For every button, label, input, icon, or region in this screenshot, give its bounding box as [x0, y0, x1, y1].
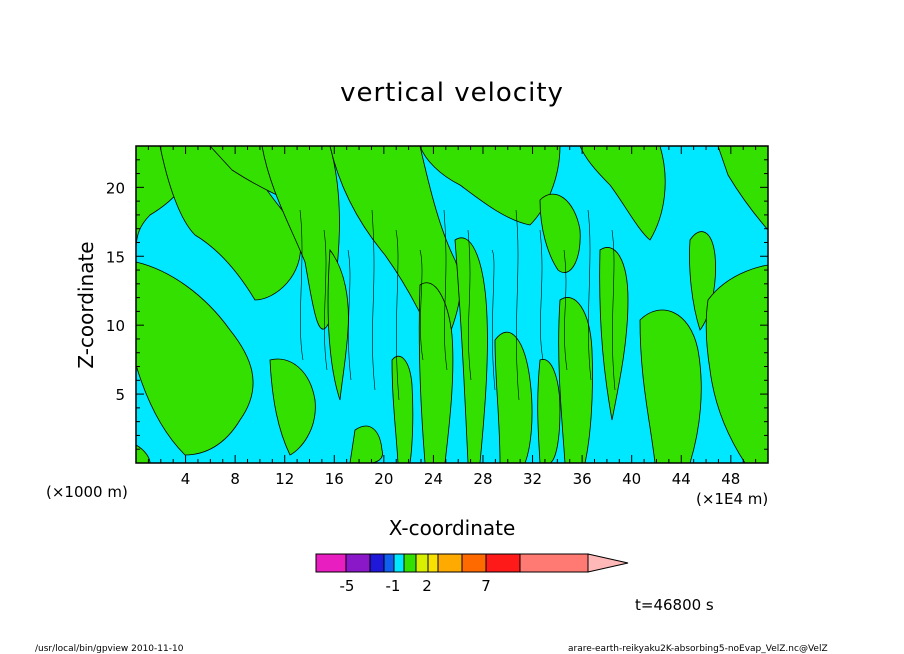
contour-line [539, 229, 544, 361]
contour-line [299, 209, 304, 361]
x-tick-label: 24 [424, 470, 443, 488]
colorbar-swatch [315, 553, 347, 573]
contour-region [327, 248, 349, 401]
contour-line [467, 229, 472, 381]
x-tick-label: 12 [275, 470, 294, 488]
colorbar-tick-label: 2 [422, 577, 432, 595]
contour-line [515, 209, 520, 401]
colorbar-swatch [519, 553, 589, 573]
time-label: t=46800 s [635, 596, 714, 614]
contour-region [419, 145, 561, 226]
colorbar-swatch [403, 553, 417, 573]
contour-region [639, 309, 702, 464]
x-axis: 4 8 12 16 20 24 28 32 36 40 44 48 [147, 146, 769, 488]
contour-line [323, 229, 328, 371]
contour-line [443, 209, 448, 371]
contour-region [705, 264, 769, 464]
x-tick-label: 16 [325, 470, 344, 488]
colorbar-swatch [383, 553, 395, 573]
x-tick-label: 48 [721, 470, 740, 488]
contour-region [391, 355, 414, 464]
contour-region [599, 247, 629, 421]
y-tick-label: 20 [106, 179, 125, 197]
contour-region [558, 297, 593, 464]
colorbar-tick-label: -1 [386, 577, 401, 595]
footer-right: arare-earth-reikyaku2K-absorbing5-noEvap… [568, 644, 828, 654]
plot-frame [135, 145, 769, 464]
contour-line [611, 229, 616, 391]
y-axis: 5 10 15 20 [106, 159, 768, 450]
colorbar-tick-label: 7 [481, 577, 491, 595]
x-tick-label: 8 [230, 470, 240, 488]
x-tick-label: 36 [573, 470, 592, 488]
contour-region [579, 145, 666, 241]
colorbar [315, 553, 629, 573]
x-axis-label: X-coordinate [389, 516, 516, 540]
contour-line [347, 249, 352, 381]
contour-region [494, 331, 533, 464]
colorbar-swatch [393, 553, 405, 573]
colorbar-swatch [369, 553, 385, 573]
colorbar-swatch [415, 553, 429, 573]
contour-region [539, 193, 581, 273]
contour-region [454, 237, 488, 464]
contour-line [563, 249, 568, 371]
colorbar-swatch [485, 553, 521, 573]
y-axis-label: Z-coordinate [74, 241, 98, 368]
x-tick-label: 44 [672, 470, 691, 488]
y-tick-label: 15 [106, 248, 125, 266]
x-tick-label: 32 [523, 470, 542, 488]
colorbar-swatch [437, 553, 463, 573]
footer-left: /usr/local/bin/gpview 2010-11-10 [35, 644, 184, 654]
contour-region [537, 359, 561, 464]
x-tick-label: 28 [473, 470, 492, 488]
contour-fill [135, 145, 769, 464]
contour-region [261, 145, 340, 330]
colorbar-tick-label: -5 [340, 577, 355, 595]
x-unit-left: (×1000 m) [46, 483, 128, 501]
x-tick-label: 4 [181, 470, 191, 488]
y-tick-label: 10 [106, 317, 125, 335]
colorbar-swatch [427, 553, 439, 573]
x-tick-label: 20 [374, 470, 393, 488]
contour-region [135, 261, 254, 456]
contour-line [419, 249, 424, 361]
colorbar-swatch [345, 553, 371, 573]
chart-title: vertical velocity [340, 78, 564, 108]
colorbar-swatch [461, 553, 487, 573]
y-tick-label: 5 [115, 386, 125, 404]
contour-region [269, 358, 316, 456]
contour-line [371, 209, 376, 391]
colorbar-arrow [587, 553, 629, 573]
contour-line [395, 229, 400, 401]
contour-region [159, 145, 301, 301]
contour-line [587, 209, 592, 381]
contour-line [491, 249, 496, 391]
x-tick-label: 40 [622, 470, 641, 488]
x-unit-right: (×1E4 m) [696, 490, 768, 508]
